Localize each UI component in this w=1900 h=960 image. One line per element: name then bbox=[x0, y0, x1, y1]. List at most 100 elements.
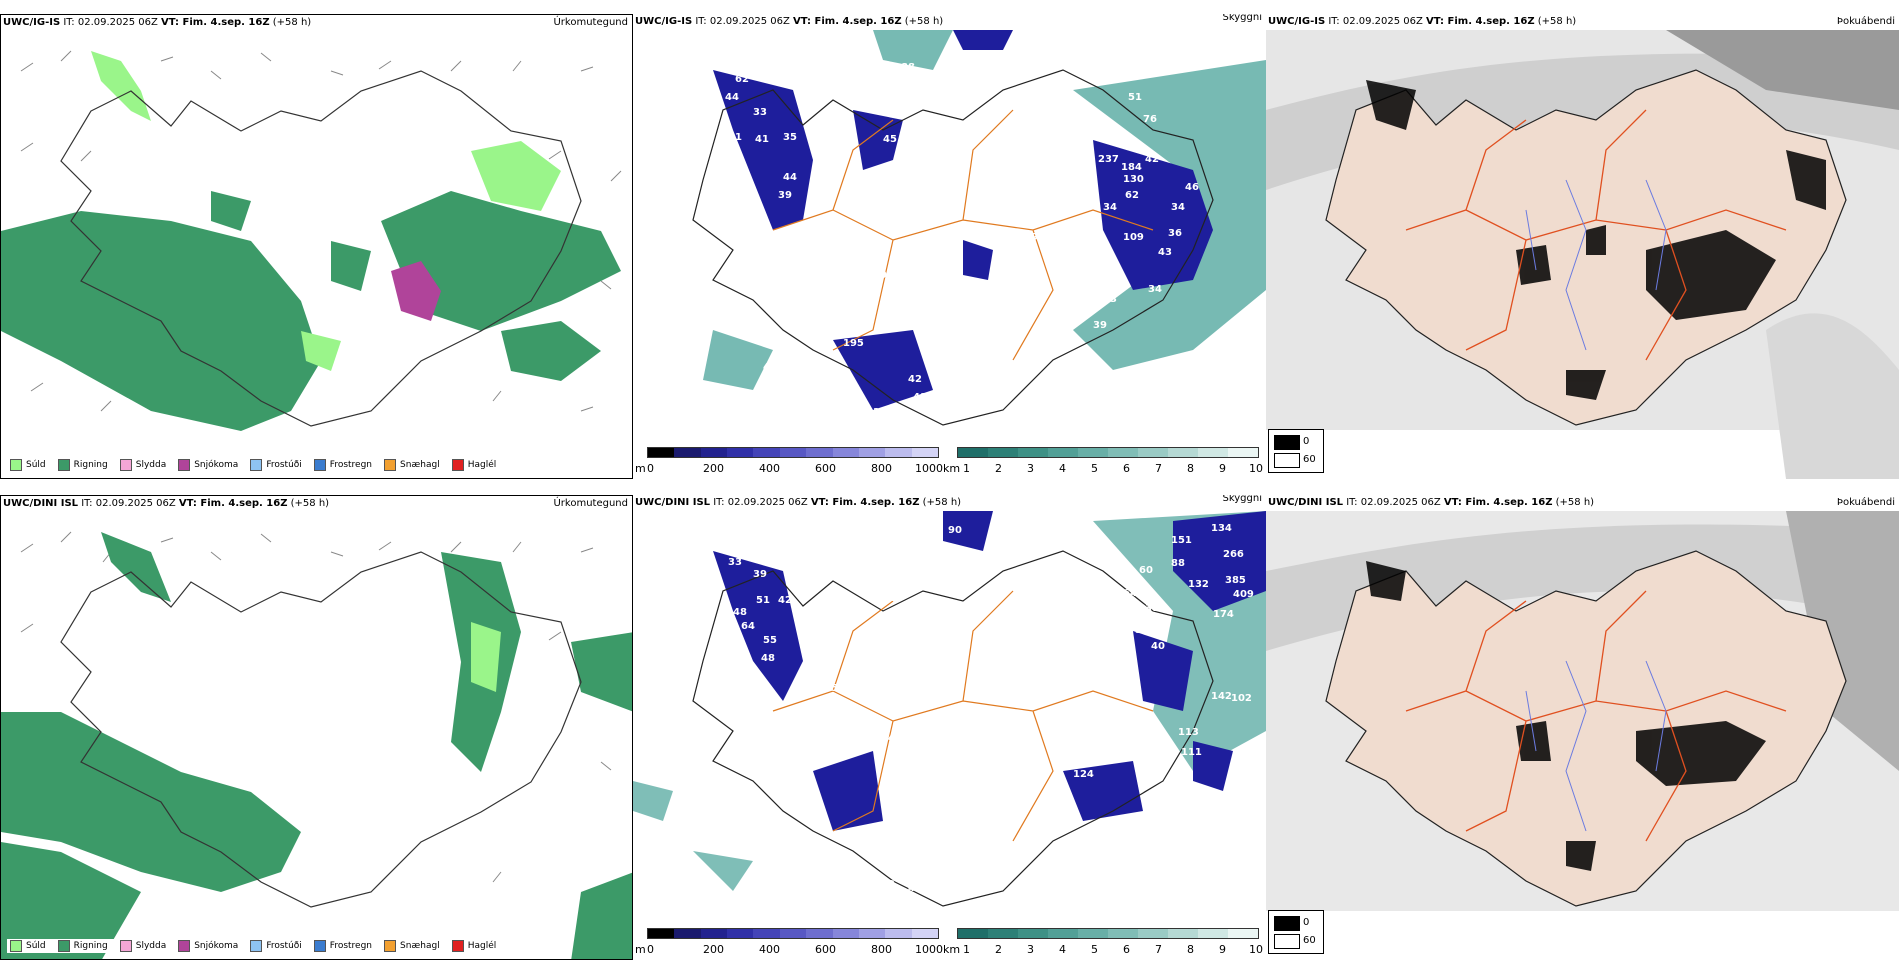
svg-text:44: 44 bbox=[783, 172, 797, 183]
svg-text:60: 60 bbox=[1139, 565, 1153, 576]
low-visibility-sea bbox=[703, 30, 1266, 390]
legend-item: Frostregn bbox=[313, 459, 372, 471]
svg-text:34: 34 bbox=[1148, 284, 1162, 295]
svg-text:873: 873 bbox=[1178, 42, 1199, 53]
panel-type-label: Þokuábendi bbox=[1836, 16, 1895, 27]
svg-text:42: 42 bbox=[778, 595, 792, 606]
svg-text:48: 48 bbox=[761, 653, 775, 664]
svg-text:62: 62 bbox=[735, 74, 749, 85]
svg-text:169: 169 bbox=[1148, 60, 1169, 71]
drizzle-areas bbox=[471, 622, 501, 692]
fog-panel-dini: UWC/DINI ISL IT: 02.09.2025 06Z VT: Fim.… bbox=[1266, 495, 1899, 960]
svg-text:85: 85 bbox=[773, 818, 787, 829]
svg-text:132: 132 bbox=[1188, 579, 1209, 590]
svg-text:37: 37 bbox=[1145, 603, 1159, 614]
svg-text:39: 39 bbox=[1153, 623, 1167, 634]
svg-text:51: 51 bbox=[728, 132, 742, 143]
svg-text:111: 111 bbox=[1181, 747, 1202, 758]
legend-item: Slydda bbox=[119, 459, 166, 471]
svg-text:90: 90 bbox=[948, 525, 962, 536]
fog-map bbox=[1266, 511, 1899, 911]
panel-type-label: Skyggni bbox=[1222, 14, 1262, 23]
svg-text:45: 45 bbox=[895, 152, 909, 163]
legend-item: Rigning bbox=[57, 459, 108, 471]
svg-text:151: 151 bbox=[1171, 535, 1192, 546]
svg-text:88: 88 bbox=[1043, 683, 1057, 694]
iceland-outline bbox=[60, 551, 582, 908]
svg-text:26: 26 bbox=[1021, 112, 1035, 123]
svg-text:385: 385 bbox=[1225, 575, 1246, 586]
svg-text:50: 50 bbox=[1135, 625, 1149, 636]
visibility-map: 90 151 134 88 266 132 385 409 174 48 39 … bbox=[633, 511, 1266, 907]
svg-text:88: 88 bbox=[901, 62, 915, 73]
svg-text:174: 174 bbox=[1213, 609, 1234, 620]
svg-text:189: 189 bbox=[846, 66, 867, 77]
panel-header: UWC/IG-IS IT: 02.09.2025 06Z VT: Fim. 4.… bbox=[1268, 16, 1577, 27]
svg-text:45: 45 bbox=[908, 883, 922, 894]
legend-item: Slydda bbox=[119, 940, 166, 952]
svg-text:50: 50 bbox=[813, 234, 827, 245]
svg-text:180: 180 bbox=[791, 242, 812, 253]
svg-text:63: 63 bbox=[843, 237, 857, 248]
panel-header: UWC/DINI ISL IT: 02.09.2025 06Z VT: Fim.… bbox=[3, 498, 330, 509]
svg-text:45: 45 bbox=[883, 134, 897, 145]
panel-header: UWC/DINI ISL IT: 02.09.2025 06Z VT: Fim.… bbox=[1268, 497, 1595, 508]
svg-text:72: 72 bbox=[1068, 304, 1082, 315]
svg-text:54: 54 bbox=[831, 683, 845, 694]
svg-text:109: 109 bbox=[1123, 232, 1144, 243]
svg-text:39: 39 bbox=[753, 569, 767, 580]
svg-text:64: 64 bbox=[881, 593, 895, 604]
svg-text:97: 97 bbox=[1163, 797, 1177, 808]
legend-item: Snjókoma bbox=[178, 459, 238, 471]
svg-text:36: 36 bbox=[1168, 228, 1182, 239]
legend-item: Snjókoma bbox=[178, 940, 238, 952]
svg-text:43: 43 bbox=[1103, 294, 1117, 305]
svg-text:42: 42 bbox=[908, 374, 922, 385]
svg-text:66: 66 bbox=[1063, 237, 1077, 248]
legend-item: Súld bbox=[10, 940, 46, 952]
svg-text:76: 76 bbox=[751, 543, 765, 554]
svg-text:83: 83 bbox=[911, 845, 925, 856]
svg-text:42: 42 bbox=[1145, 154, 1159, 165]
rivers bbox=[1525, 660, 1667, 832]
panel-type-label: Skyggni bbox=[1222, 495, 1262, 504]
svg-text:409: 409 bbox=[1233, 589, 1254, 600]
svg-text:48: 48 bbox=[733, 607, 747, 618]
panel-header: UWC/DINI ISL IT: 02.09.2025 06Z VT: Fim.… bbox=[635, 497, 962, 508]
svg-text:93: 93 bbox=[785, 803, 799, 814]
svg-text:134: 134 bbox=[1211, 523, 1232, 534]
svg-text:39: 39 bbox=[881, 879, 895, 890]
svg-text:99: 99 bbox=[1031, 232, 1045, 243]
roads bbox=[1405, 109, 1787, 361]
legend-item: Súld bbox=[10, 459, 46, 471]
svg-text:134: 134 bbox=[1088, 755, 1109, 766]
iceland-land bbox=[1325, 550, 1847, 907]
svg-text:41: 41 bbox=[755, 134, 769, 145]
svg-text:142: 142 bbox=[1211, 691, 1232, 702]
svg-text:35: 35 bbox=[783, 132, 797, 143]
visibility-panel-ig: UWC/IG-IS IT: 02.09.2025 06Z VT: Fim. 4.… bbox=[633, 14, 1266, 479]
fog-legend: 0 60 bbox=[1268, 429, 1324, 473]
precip-panel-ig: UWC/IG-IS IT: 02.09.2025 06Z VT: Fim. 4.… bbox=[0, 14, 633, 479]
svg-text:61: 61 bbox=[788, 352, 802, 363]
svg-text:33: 33 bbox=[728, 557, 742, 568]
legend-item: Haglél bbox=[451, 940, 496, 952]
low-cloud-areas bbox=[713, 30, 1213, 410]
fog-dark-areas bbox=[1366, 80, 1826, 400]
svg-text:51: 51 bbox=[756, 595, 770, 606]
road-network bbox=[772, 590, 1154, 842]
svg-text:266: 266 bbox=[1223, 549, 1244, 560]
precip-map bbox=[1, 531, 632, 959]
svg-text:184: 184 bbox=[1121, 162, 1142, 173]
svg-text:92: 92 bbox=[893, 322, 907, 333]
iceland-outline bbox=[692, 69, 1214, 426]
svg-text:40: 40 bbox=[1151, 641, 1165, 652]
precip-legend: Súld Rigning Slydda Snjókoma Frostúði Fr… bbox=[7, 939, 500, 953]
svg-text:195: 195 bbox=[843, 338, 864, 349]
svg-text:79: 79 bbox=[873, 270, 887, 281]
iceland-outline bbox=[692, 550, 1214, 907]
svg-text:115: 115 bbox=[1148, 843, 1169, 854]
legend-item: Rigning bbox=[57, 940, 108, 952]
svg-text:102: 102 bbox=[1231, 693, 1252, 704]
panel-type-label: Úrkomutegund bbox=[553, 17, 628, 28]
